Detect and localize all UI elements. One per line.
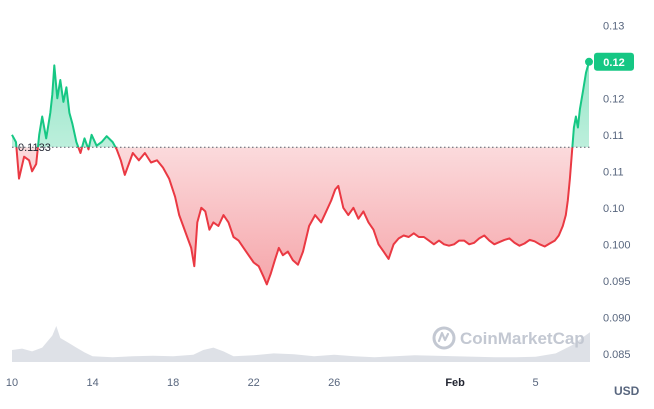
y-tick-label: 0.10 (603, 203, 624, 215)
x-tick-label: 10 (6, 377, 18, 389)
current-price-label: 0.12 (603, 57, 624, 69)
currency-unit-label: USD (614, 384, 640, 398)
x-axis: 10 14 18 22 26 Feb 5 (6, 377, 539, 389)
x-tick-label: Feb (445, 377, 465, 389)
x-tick-label: 22 (248, 377, 260, 389)
x-tick-label: 5 (533, 377, 539, 389)
y-tick-label: 0.085 (603, 349, 631, 361)
current-price-badge (594, 52, 634, 71)
x-tick-label: 26 (328, 377, 340, 389)
y-tick-label: 0.095 (603, 276, 631, 288)
y-tick-label: 0.12 (603, 93, 624, 105)
volume-fill (12, 326, 590, 362)
x-tick-label: 18 (167, 377, 179, 389)
watermark-text: CoinMarketCap (460, 329, 585, 348)
y-tick-label: 0.11 (603, 166, 624, 178)
y-tick-label: 0.11 (603, 130, 624, 142)
volume-area (12, 326, 590, 362)
y-axis: 0.13 0.12 0.12 0.11 0.11 0.10 0.100 0.095 0.090 0… (603, 20, 631, 361)
coinmarketcap-logo-icon (432, 326, 456, 350)
y-tick-label: 0.090 (603, 312, 631, 324)
price-line-down (15, 147, 574, 286)
price-area-down (12, 147, 589, 285)
x-tick-label: 14 (86, 377, 98, 389)
current-price-dot (585, 57, 593, 66)
reference-price-label: 0.1133 (18, 142, 51, 154)
price-area-up (12, 61, 589, 148)
y-tick-label: 0.100 (603, 239, 631, 251)
current-price-marker: 0.12 (585, 52, 634, 71)
y-tick-label: 0.13 (603, 20, 624, 32)
coinmarketcap-watermark: CoinMarketCap (432, 326, 585, 350)
